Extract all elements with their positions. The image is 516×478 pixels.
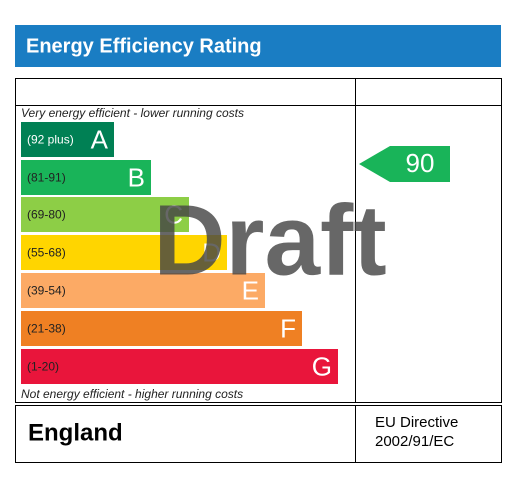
band-range: (21-38): [27, 322, 66, 336]
rating-arrow: 90: [359, 146, 450, 182]
band-letter: D: [202, 237, 221, 267]
directive-line: 2002/91/EC: [375, 433, 454, 450]
band-letter: E: [242, 275, 259, 305]
band-range: (55-68): [27, 246, 66, 260]
arrow-shape: [359, 146, 450, 182]
header-title: Energy Efficiency Rating: [26, 35, 262, 57]
rating-value: 90: [406, 148, 435, 178]
band-bar: [21, 235, 227, 270]
band-bar: [21, 122, 114, 157]
footer-frame: [15, 405, 502, 463]
header-bar: [15, 25, 501, 67]
band-letter: B: [128, 162, 145, 192]
band-letter: A: [91, 124, 109, 154]
band-bar: [21, 349, 338, 384]
watermark: Draft: [153, 184, 386, 296]
band-letter: C: [164, 199, 183, 229]
top-note: Very energy efficient - lower running co…: [21, 106, 244, 120]
band-letter: F: [280, 313, 296, 343]
band-bar: [21, 197, 189, 232]
band-bar: [21, 160, 151, 195]
band-range: (69-80): [27, 208, 66, 222]
directive-line: EU Directive: [375, 414, 458, 431]
band-range: (39-54): [27, 284, 66, 298]
band-bar: [21, 273, 265, 308]
band-range: (1-20): [27, 360, 59, 374]
band-letter: G: [312, 351, 332, 381]
band-range: (92 plus): [27, 133, 74, 147]
table-frame: [15, 78, 502, 403]
band-bar: [21, 311, 302, 346]
bands: (92 plus) A (81-91) B (69-80) C (55-68) D (39-54…: [21, 122, 338, 384]
bottom-note: Not energy efficient - higher running co…: [21, 387, 243, 401]
country: England: [28, 419, 123, 446]
band-range: (81-91): [27, 171, 66, 185]
